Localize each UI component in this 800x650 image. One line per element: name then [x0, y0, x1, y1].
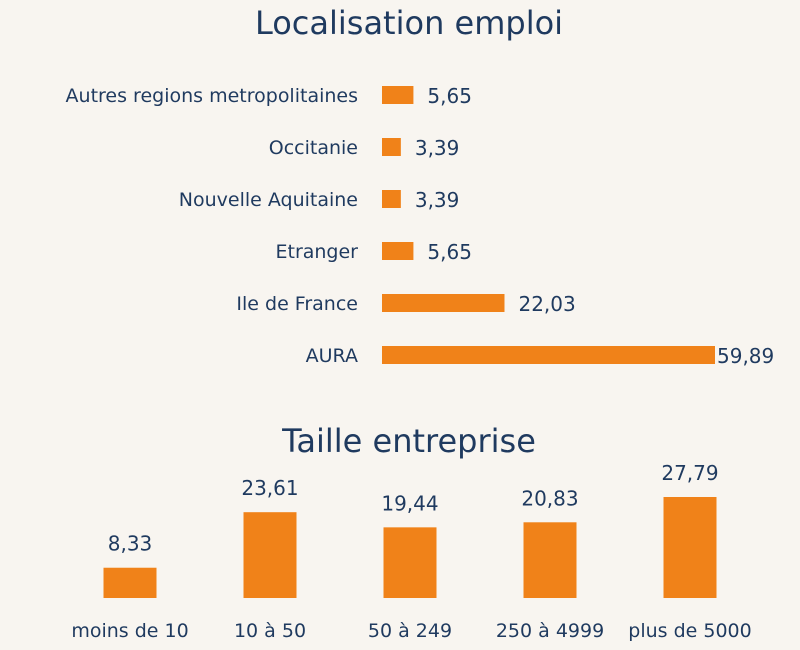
value-label-aura: 59,89 — [717, 344, 774, 368]
bar-ile-de-france — [382, 294, 505, 312]
category-label-autres-regions-metropolitaines: Autres regions metropolitaines — [66, 85, 358, 107]
taille-bars: 8,33 moins de 10 23,61 10 à 50 19,44 50 à 249… — [71, 461, 751, 642]
localisation-bars: Autres regions metropolitaines 5,65 Occita… — [66, 84, 775, 368]
bar-moins-de-10 — [103, 567, 157, 598]
category-label-250-a-4999: 250 à 4999 — [496, 620, 604, 642]
category-label-etranger: Etranger — [275, 241, 358, 263]
chart-title-taille: Taille entreprise — [281, 422, 536, 460]
bar-aura — [382, 346, 715, 364]
category-label-moins-de-10: moins de 10 — [71, 620, 188, 642]
bar-etranger — [382, 242, 414, 260]
bar-autres-regions-metropolitaines — [382, 86, 414, 104]
value-label-plus-de-5000: 27,79 — [661, 461, 718, 485]
category-label-ile-de-france: Ile de France — [236, 293, 358, 315]
category-label-plus-de-5000: plus de 5000 — [628, 620, 751, 642]
category-label-nouvelle-aquitaine: Nouvelle Aquitaine — [179, 189, 358, 211]
bar-10-a-50 — [243, 512, 297, 598]
category-label-10-a-50: 10 à 50 — [234, 620, 306, 642]
value-label-etranger: 5,65 — [427, 240, 472, 264]
bar-plus-de-5000 — [663, 497, 717, 598]
bar-250-a-4999 — [523, 522, 577, 598]
value-label-autres-regions-metropolitaines: 5,65 — [427, 84, 472, 108]
bar-50-a-249 — [383, 527, 437, 598]
value-label-occitanie: 3,39 — [415, 136, 460, 160]
bar-nouvelle-aquitaine — [382, 190, 401, 208]
value-label-moins-de-10: 8,33 — [108, 532, 153, 556]
chart-title-localisation: Localisation emploi — [255, 4, 563, 42]
bar-occitanie — [382, 138, 401, 156]
category-label-occitanie: Occitanie — [269, 137, 358, 159]
category-label-50-a-249: 50 à 249 — [368, 620, 452, 642]
category-label-aura: AURA — [306, 345, 358, 367]
value-label-250-a-4999: 20,83 — [521, 486, 578, 510]
value-label-nouvelle-aquitaine: 3,39 — [415, 188, 460, 212]
value-label-10-a-50: 23,61 — [241, 476, 298, 500]
value-label-ile-de-france: 22,03 — [518, 292, 575, 316]
value-label-50-a-249: 19,44 — [381, 491, 438, 515]
